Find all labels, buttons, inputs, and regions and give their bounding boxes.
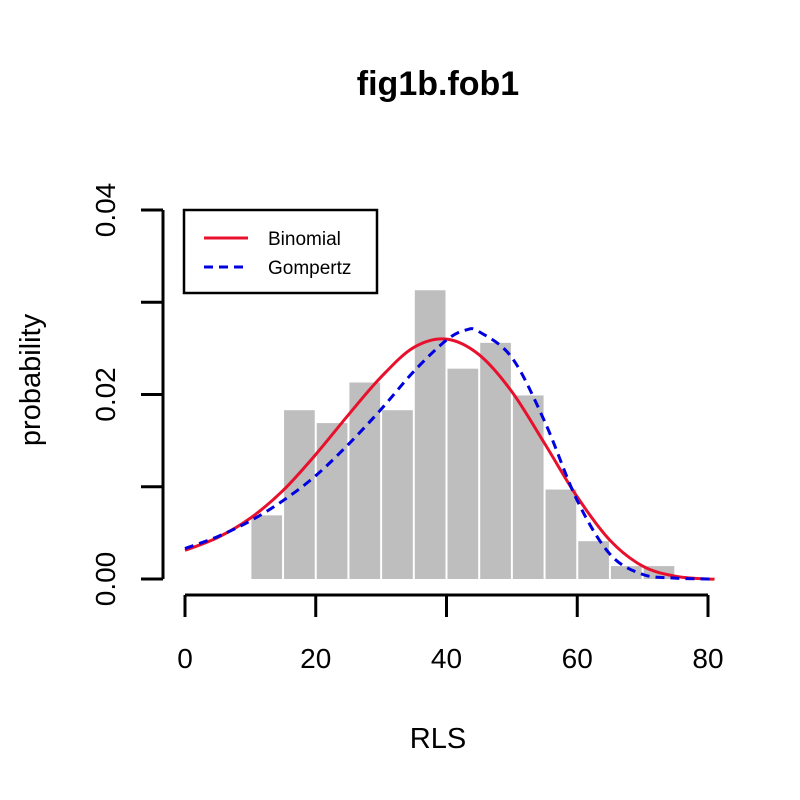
- legend-box: [182, 208, 379, 295]
- histogram-bar: [447, 368, 479, 579]
- x-axis: 0 20 40 60 80: [177, 593, 724, 674]
- legend-label-binomial: Binomial: [268, 229, 341, 250]
- x-axis-label: RLS: [410, 723, 466, 755]
- histogram-bar: [251, 515, 283, 579]
- x-tick-label: 40: [431, 643, 462, 674]
- x-tick-label: 0: [177, 643, 193, 674]
- histogram-bars: [251, 290, 675, 579]
- histogram-bar: [349, 382, 381, 579]
- x-tick-label: 20: [300, 643, 331, 674]
- histogram-bar: [512, 395, 544, 579]
- y-tick-label: 0.04: [90, 183, 121, 238]
- legend: Binomial Gompertz: [182, 208, 379, 295]
- histogram-bar: [480, 342, 511, 579]
- legend-label-gompertz: Gompertz: [268, 258, 351, 279]
- x-tick-label: 60: [562, 643, 593, 674]
- x-tick-label: 80: [692, 643, 723, 674]
- histogram-bar: [578, 541, 609, 579]
- histogram-bar: [545, 489, 577, 579]
- chart-title: fig1b.fob1: [357, 65, 519, 103]
- y-tick-label: 0.00: [90, 552, 121, 607]
- y-axis: 0.00 0.02 0.04: [90, 183, 165, 607]
- y-axis-label: probability: [15, 313, 47, 446]
- curve-gompertz: [184, 327, 715, 581]
- y-tick-label: 0.02: [90, 367, 121, 422]
- histogram-bar: [414, 290, 446, 579]
- histogram-bar: [610, 566, 642, 579]
- curve-binomial: [184, 337, 715, 581]
- density-curves: [184, 327, 715, 581]
- histogram-bar: [284, 410, 315, 579]
- histogram-bar: [382, 410, 413, 579]
